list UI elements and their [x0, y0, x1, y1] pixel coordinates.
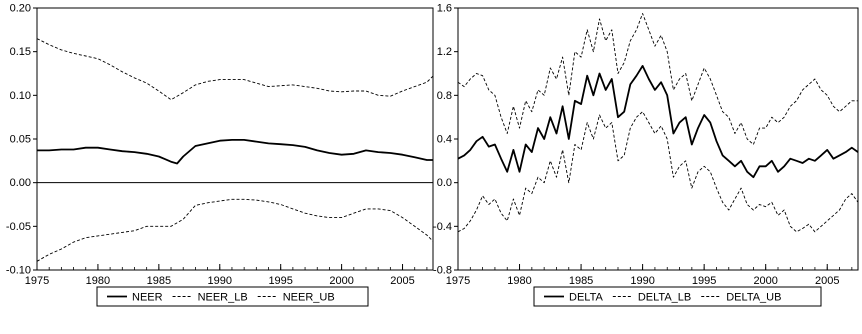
y-tick-label: 0.15 [10, 46, 31, 58]
y-tick-label: 0.8 [437, 90, 452, 102]
legend-label-delta: DELTA [569, 292, 603, 304]
y-tick-label: 0.4 [437, 134, 452, 146]
legend-box [533, 286, 822, 307]
x-tick-label: 2005 [390, 275, 414, 287]
x-tick-label: 2000 [753, 275, 777, 287]
y-tick-label: 0.10 [10, 90, 31, 102]
legend-label-delta-lb: DELTA_LB [638, 292, 691, 304]
x-tick-label: 1975 [25, 275, 49, 287]
x-tick-label: 1985 [147, 275, 171, 287]
legend-label-neer: NEER [132, 292, 163, 304]
y-tick-label: 0.00 [10, 177, 31, 189]
y-tick-label: -0.8 [433, 265, 452, 277]
y-tick-label: 1.6 [437, 3, 452, 15]
x-tick-label: 1990 [630, 275, 654, 287]
x-tick-label: 1980 [507, 275, 531, 287]
x-tick-label: 2005 [815, 275, 839, 287]
series-line-delta-ub [457, 13, 858, 145]
y-tick-label: 1.2 [437, 46, 452, 58]
y-tick-label: -0.4 [433, 221, 452, 233]
x-tick-label: 1990 [208, 275, 232, 287]
y-tick-label: 0.0 [437, 177, 452, 189]
y-tick-label: -0.05 [6, 221, 31, 233]
y-tick-label: 0.05 [10, 134, 31, 146]
series-line-delta [457, 65, 859, 179]
series-line-delta-lb [457, 111, 859, 233]
legend-label-neer-lb: NEER_LB [198, 292, 248, 304]
y-tick-label: -0.10 [6, 265, 31, 277]
legend: NEER NEER_LB NEER_UB [96, 286, 369, 307]
series-line-neer [37, 138, 433, 165]
series-line-neer-lb [36, 198, 434, 262]
legend-label-neer-ub: NEER_UB [283, 292, 335, 304]
x-tick-label: 1995 [268, 275, 292, 287]
legend: DELTA DELTA_LB DELTA_UB [533, 286, 822, 307]
x-tick-label: 1980 [86, 275, 110, 287]
x-tick-label: 1975 [446, 275, 470, 287]
legend-box [96, 286, 369, 307]
x-tick-label: 1995 [692, 275, 716, 287]
series-line-neer-ub [36, 38, 434, 101]
x-tick-label: 1985 [569, 275, 593, 287]
x-tick-label: 2000 [329, 275, 353, 287]
legend-label-delta-ub: DELTA_UB [726, 292, 781, 304]
y-tick-label: 0.20 [10, 3, 31, 15]
